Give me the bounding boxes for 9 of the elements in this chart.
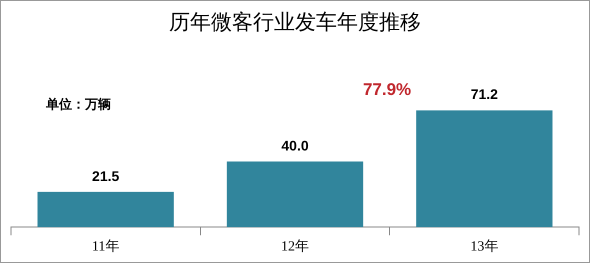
x-tick-label: 13年 xyxy=(470,238,498,254)
data-label: 21.5 xyxy=(92,168,120,184)
chart-title: 历年微客行业发车年度推移 xyxy=(169,10,421,34)
x-tick-label: 11年 xyxy=(92,238,120,254)
data-label: 71.2 xyxy=(470,86,498,102)
x-tick-label: 12年 xyxy=(281,238,309,254)
text: 77.9% xyxy=(362,80,412,99)
data-label: 40.0 xyxy=(281,137,309,154)
annotation: 单位：万辆 xyxy=(45,96,111,113)
